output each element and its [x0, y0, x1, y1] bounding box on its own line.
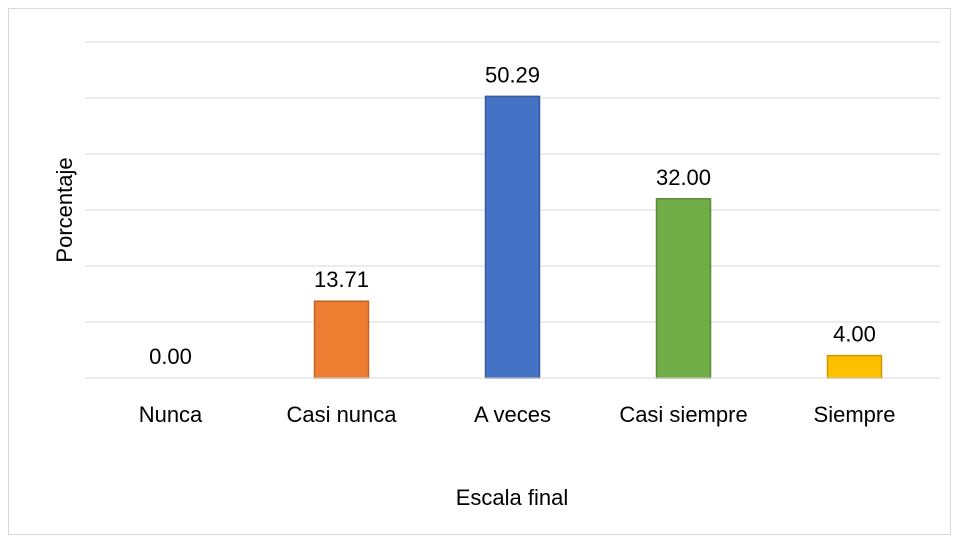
x-tick-label: Casi nunca [286, 402, 397, 427]
data-label: 0.00 [149, 344, 192, 369]
data-label: 32.00 [656, 165, 711, 190]
x-axis-title: Escala final [456, 485, 569, 510]
x-tick-label: A veces [473, 402, 552, 427]
bar [655, 198, 712, 379]
x-tick-label: Siempre [813, 402, 896, 427]
x-tick-label: Casi siempre [619, 402, 748, 427]
x-tick-label: Nunca [138, 402, 203, 427]
bar [484, 95, 541, 379]
data-label: 4.00 [833, 322, 876, 347]
data-label: 13.71 [314, 267, 369, 292]
chart-border [8, 8, 951, 535]
bar [313, 300, 370, 379]
bar [826, 354, 883, 379]
y-axis-title: Porcentaje [52, 157, 77, 262]
data-label: 50.29 [485, 62, 540, 87]
